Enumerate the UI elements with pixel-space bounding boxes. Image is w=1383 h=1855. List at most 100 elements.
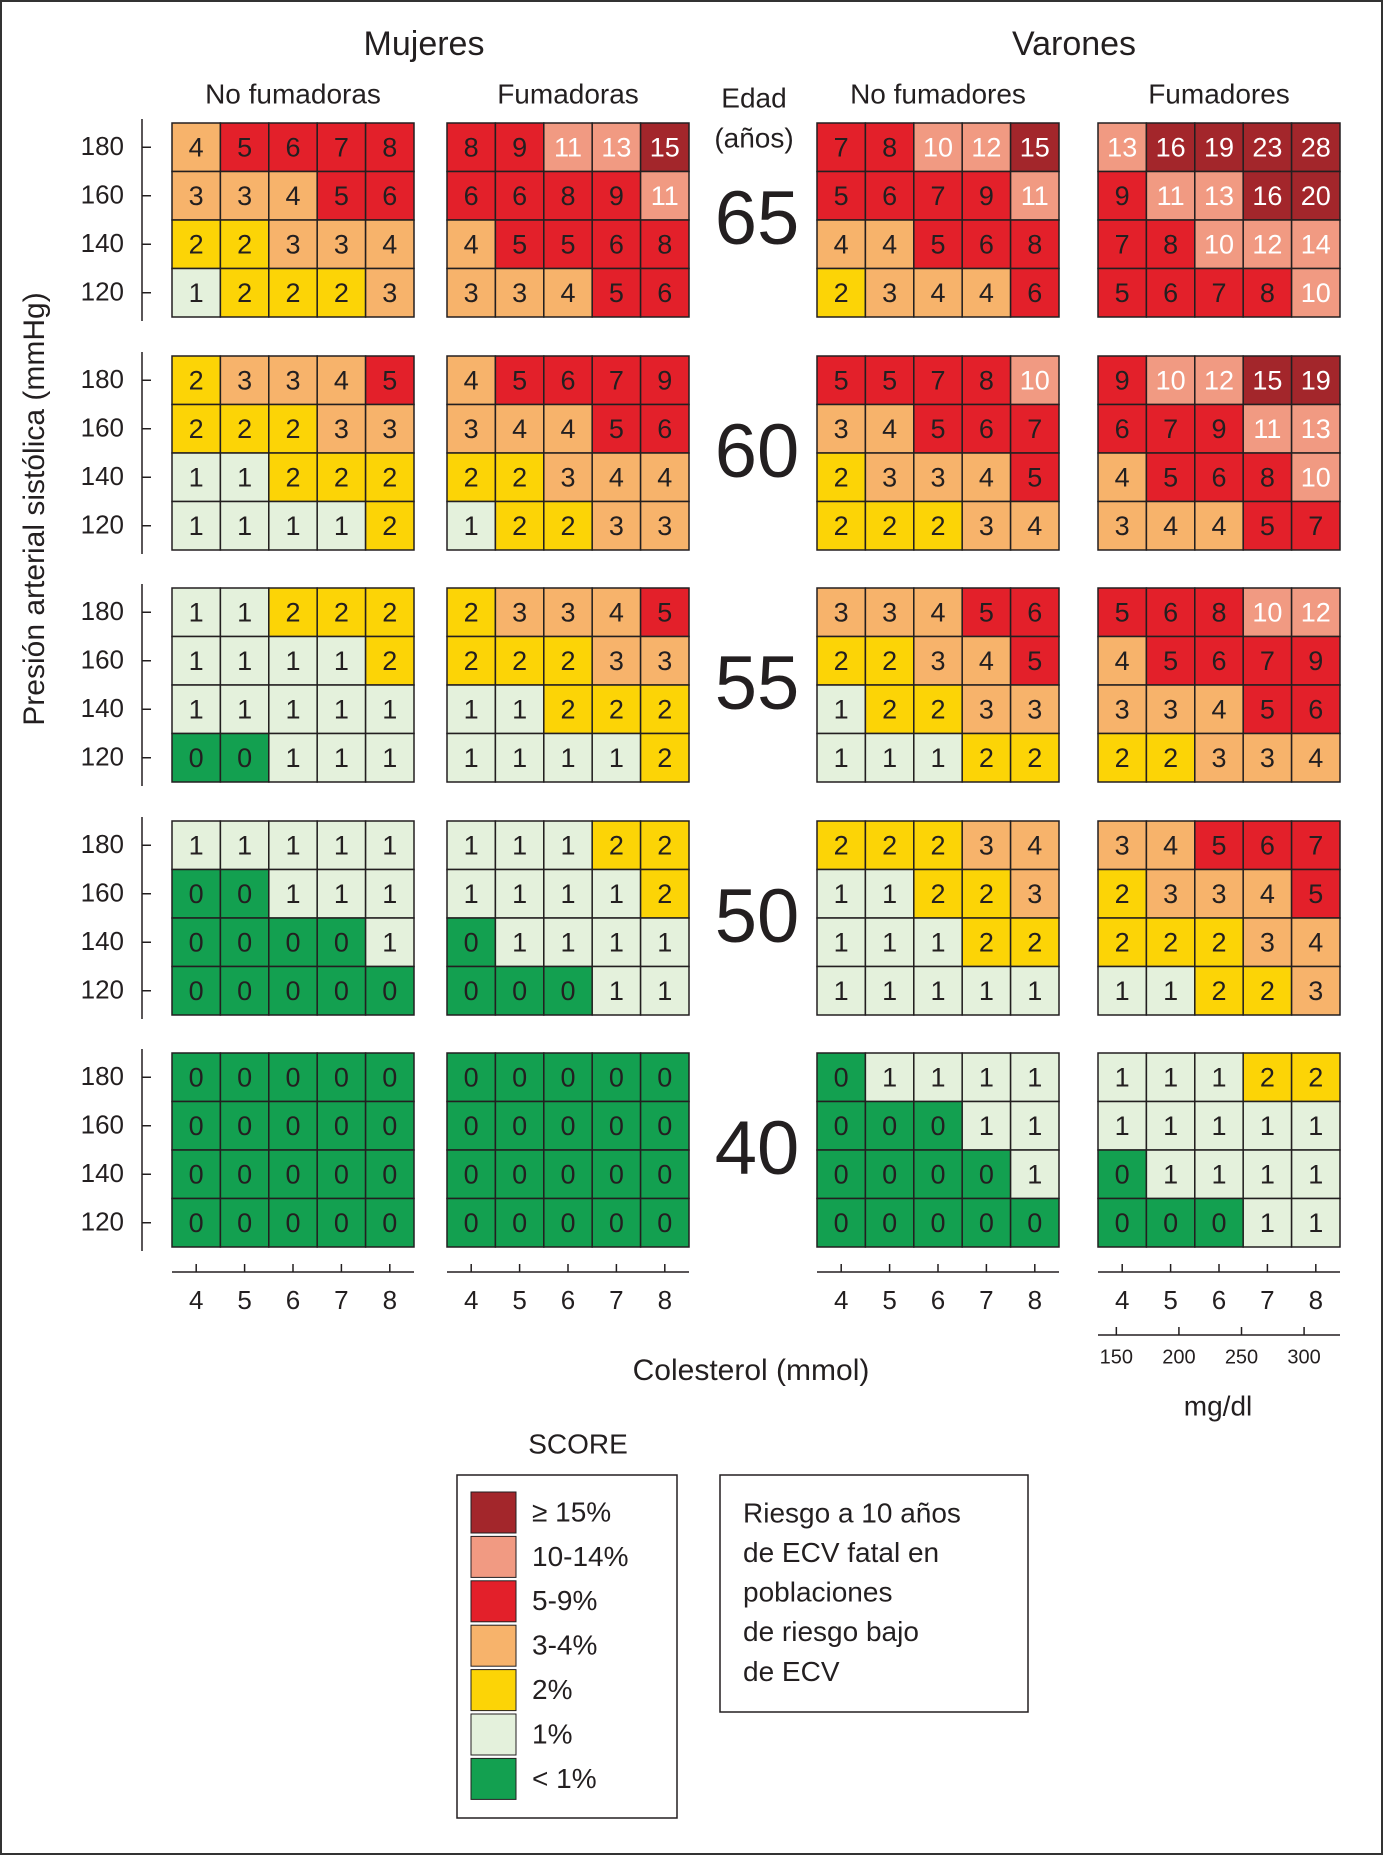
risk-cell [364,403,415,454]
risk-value: 0 [189,1062,204,1092]
risk-cell [171,684,222,735]
risk-value: 1 [609,879,624,909]
risk-value: 1 [1163,1159,1178,1189]
risk-cell [816,868,867,919]
y-tick-label: 180 [81,829,124,859]
risk-value: 4 [1308,743,1323,773]
risk-cell [913,500,963,551]
x-tick-label: 7 [609,1285,623,1315]
risk-value: 1 [1027,976,1042,1006]
risk-value: 4 [979,462,994,492]
risk-cell [913,587,963,638]
x-tick-label: 8 [1309,1285,1323,1315]
risk-value: 7 [930,365,945,395]
risk-cell [171,452,222,503]
risk-value: 1 [1115,976,1130,1006]
risk-cell [316,170,367,221]
risk-value: 4 [189,132,204,162]
risk-value: 1 [882,1062,897,1092]
risk-value: 2 [1260,976,1275,1006]
risk-cell [1097,452,1148,503]
risk-value: 1 [930,743,945,773]
risk-cell [1290,1100,1341,1151]
y-tick-label: 180 [81,131,124,161]
risk-value: 5 [657,597,672,627]
risk-value: 0 [1115,1208,1130,1238]
risk-value: 1 [189,278,204,308]
risk-cell [639,267,690,318]
risk-value: 2 [285,462,300,492]
risk-value: 0 [1211,1208,1226,1238]
x-tick-label: 4 [1115,1285,1129,1315]
risk-cell [816,170,867,221]
risk-cell [1145,1100,1196,1151]
risk-cell [1194,355,1244,406]
risk-cell [961,500,1012,551]
women-header: Mujeres [364,25,485,63]
risk-value: 1 [334,830,349,860]
risk-value: 4 [560,414,575,444]
y-tick-label: 160 [81,180,124,210]
risk-value: 2 [882,830,897,860]
risk-value: 0 [657,1159,672,1189]
risk-cell [364,732,415,783]
risk-cell [316,917,367,968]
risk-value: 12 [1301,597,1331,627]
mgdl-tick-label: 250 [1225,1346,1258,1368]
risk-value: 1 [237,694,252,724]
risk-cell [639,122,690,173]
risk-value: 5 [1163,646,1178,676]
risk-value: 8 [1027,229,1042,259]
risk-cell [591,403,642,454]
risk-value: 7 [1308,511,1323,541]
risk-value: 6 [1027,278,1042,308]
risk-value: 19 [1204,132,1234,162]
risk-value: 2 [1211,976,1226,1006]
risk-cell [864,820,915,871]
risk-cell [1145,267,1196,318]
risk-value: 4 [979,278,994,308]
risk-cell [1290,1052,1341,1103]
risk-value: 3 [560,597,575,627]
risk-value: 4 [1027,511,1042,541]
risk-value: 11 [554,132,582,162]
risk-cell [913,403,963,454]
risk-cell [364,1052,415,1103]
risk-value: 1 [882,879,897,909]
risk-cell [494,219,545,270]
risk-value: 7 [930,181,945,211]
risk-value: 0 [382,1111,397,1141]
risk-value: 5 [1027,646,1042,676]
risk-value: 1 [1211,1159,1226,1189]
risk-value: 0 [382,1208,397,1238]
risk-value: 1 [657,976,672,1006]
risk-cell [1097,635,1148,686]
risk-value: 1 [657,927,672,957]
risk-value: 5 [609,278,624,308]
risk-value: 0 [882,1111,897,1141]
risk-cell [1145,635,1196,686]
risk-cell [364,500,415,551]
risk-value: 8 [1260,278,1275,308]
risk-cell [864,684,915,735]
risk-value: 5 [930,229,945,259]
risk-value: 1 [1163,976,1178,1006]
risk-value: 7 [834,132,849,162]
risk-value: 0 [464,1062,479,1092]
risk-value: 6 [285,132,300,162]
risk-cell [961,267,1012,318]
x-tick-label: 5 [237,1285,251,1315]
risk-cell [316,635,367,686]
risk-value: 0 [464,1111,479,1141]
risk-value: 1 [189,646,204,676]
risk-cell [1290,868,1341,919]
note-line: poblaciones [743,1577,892,1608]
risk-value: 2 [882,646,897,676]
risk-value: 1 [1115,1111,1130,1141]
mgdl-tick-label: 150 [1100,1346,1133,1368]
risk-value: 11 [1157,181,1185,211]
risk-value: 2 [285,414,300,444]
risk-value: 1 [464,830,479,860]
risk-value: 3 [189,181,204,211]
y-tick-label: 180 [81,364,124,394]
